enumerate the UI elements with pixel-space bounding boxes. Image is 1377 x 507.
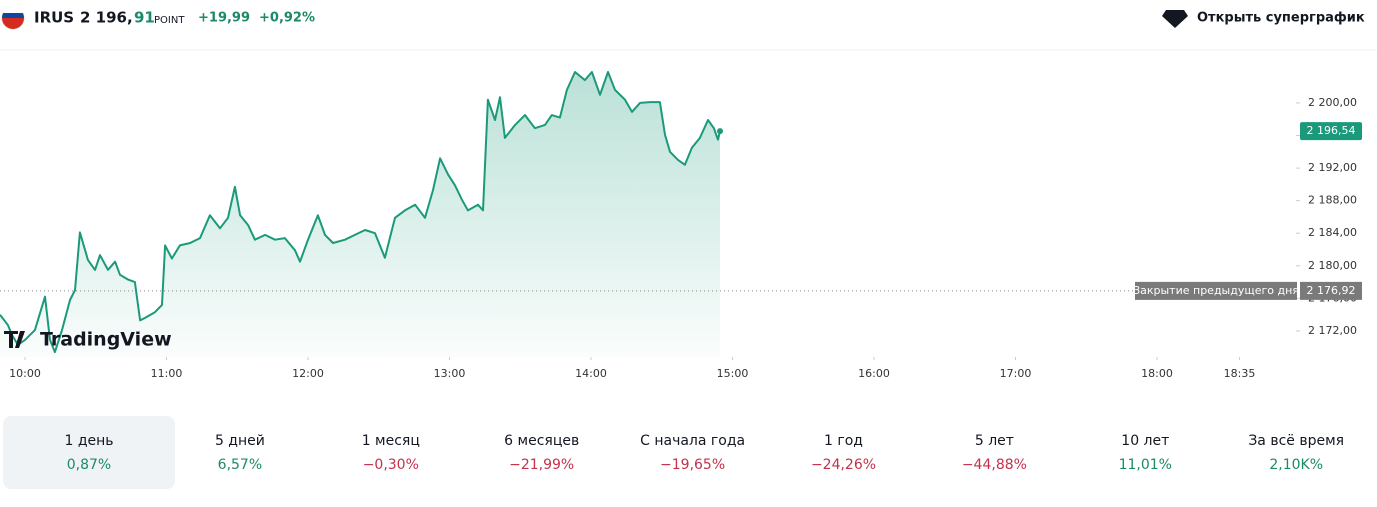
plot: 2 172,002 176,002 180,002 184,002 188,00… xyxy=(0,71,1362,380)
period-label[interactable]: 5 дней xyxy=(215,433,265,449)
line xyxy=(0,71,721,354)
period-label[interactable]: 1 месяц xyxy=(362,433,420,449)
x-tick-label: 13:00 xyxy=(434,367,466,380)
previous-close-name: Закрытие предыдущего дня xyxy=(1133,284,1299,297)
period-change[interactable]: −44,88% xyxy=(962,457,1027,473)
previous-close-label: 2 176,92 xyxy=(1307,284,1356,297)
selected-period-bg xyxy=(3,416,175,489)
y-tick-label: 2 192,00 xyxy=(1308,161,1357,174)
previous-close-name-box xyxy=(1135,281,1297,300)
button-icon[interactable] xyxy=(1162,10,1188,28)
x-tick-label: 11:00 xyxy=(151,367,183,380)
period-label[interactable]: 1 день xyxy=(64,433,113,449)
period-change[interactable]: −21,99% xyxy=(509,457,574,473)
period-change[interactable]: 0,87% xyxy=(67,457,111,473)
logo-icon xyxy=(4,331,25,348)
y-tick-label: 2 184,00 xyxy=(1308,226,1357,239)
period-change[interactable]: −24,26% xyxy=(811,457,876,473)
change-percent: +0,92% xyxy=(259,11,315,26)
previous-close-box xyxy=(1300,281,1362,300)
periods: 1 день 0,87% 5 дней 6,57% 1 месяц −0,30% 6 мес… xyxy=(3,416,1344,489)
x-tick-label: 16:00 xyxy=(858,367,890,380)
period-label[interactable]: 1 год xyxy=(824,433,863,449)
change: +19,99 xyxy=(198,11,250,26)
period-change[interactable]: −19,65% xyxy=(660,457,725,473)
last-price-box xyxy=(1300,122,1362,141)
flag-white xyxy=(2,5,24,13)
period-label[interactable]: 5 лет xyxy=(975,433,1014,449)
period-change[interactable]: 11,01% xyxy=(1119,457,1172,473)
period-label[interactable]: 6 месяцев xyxy=(504,433,579,449)
period-label[interactable]: За всё время xyxy=(1248,433,1344,449)
unit: POINT xyxy=(154,15,185,26)
last-point xyxy=(716,128,723,135)
y-tick-label: 2 180,00 xyxy=(1308,259,1357,272)
period-change[interactable]: −0,30% xyxy=(363,457,419,473)
price-tail: 91 xyxy=(134,9,155,27)
x-tick-label: 12:00 xyxy=(292,367,324,380)
y-tick-label: 2 200,00 xyxy=(1308,96,1357,109)
period-change[interactable]: 2,10K% xyxy=(1269,457,1323,473)
period-label[interactable]: 10 лет xyxy=(1121,433,1169,449)
x-tick-label: 14:00 xyxy=(575,367,607,380)
y-tick-label: 2 172,00 xyxy=(1308,324,1357,337)
open-chart-button[interactable]: Открыть суперграфик xyxy=(1197,11,1365,26)
ticker: IRUS xyxy=(34,9,74,27)
x-tick-label: 15:00 xyxy=(717,367,749,380)
flag-red xyxy=(2,18,24,29)
area xyxy=(0,72,720,357)
x-tick-label: 18:35 xyxy=(1224,367,1256,380)
y-tick-label: 2 188,00 xyxy=(1308,194,1357,207)
last-price-label: 2 196,54 xyxy=(1307,124,1356,137)
x-tick-label: 17:00 xyxy=(1000,367,1032,380)
period-label[interactable]: С начала года xyxy=(640,433,745,449)
x-tick-label: 18:00 xyxy=(1141,367,1173,380)
period-change[interactable]: 6,57% xyxy=(218,457,262,473)
price: 2 196, xyxy=(80,9,133,27)
logo: TradingView xyxy=(40,329,172,351)
x-tick-label: 10:00 xyxy=(9,367,41,380)
